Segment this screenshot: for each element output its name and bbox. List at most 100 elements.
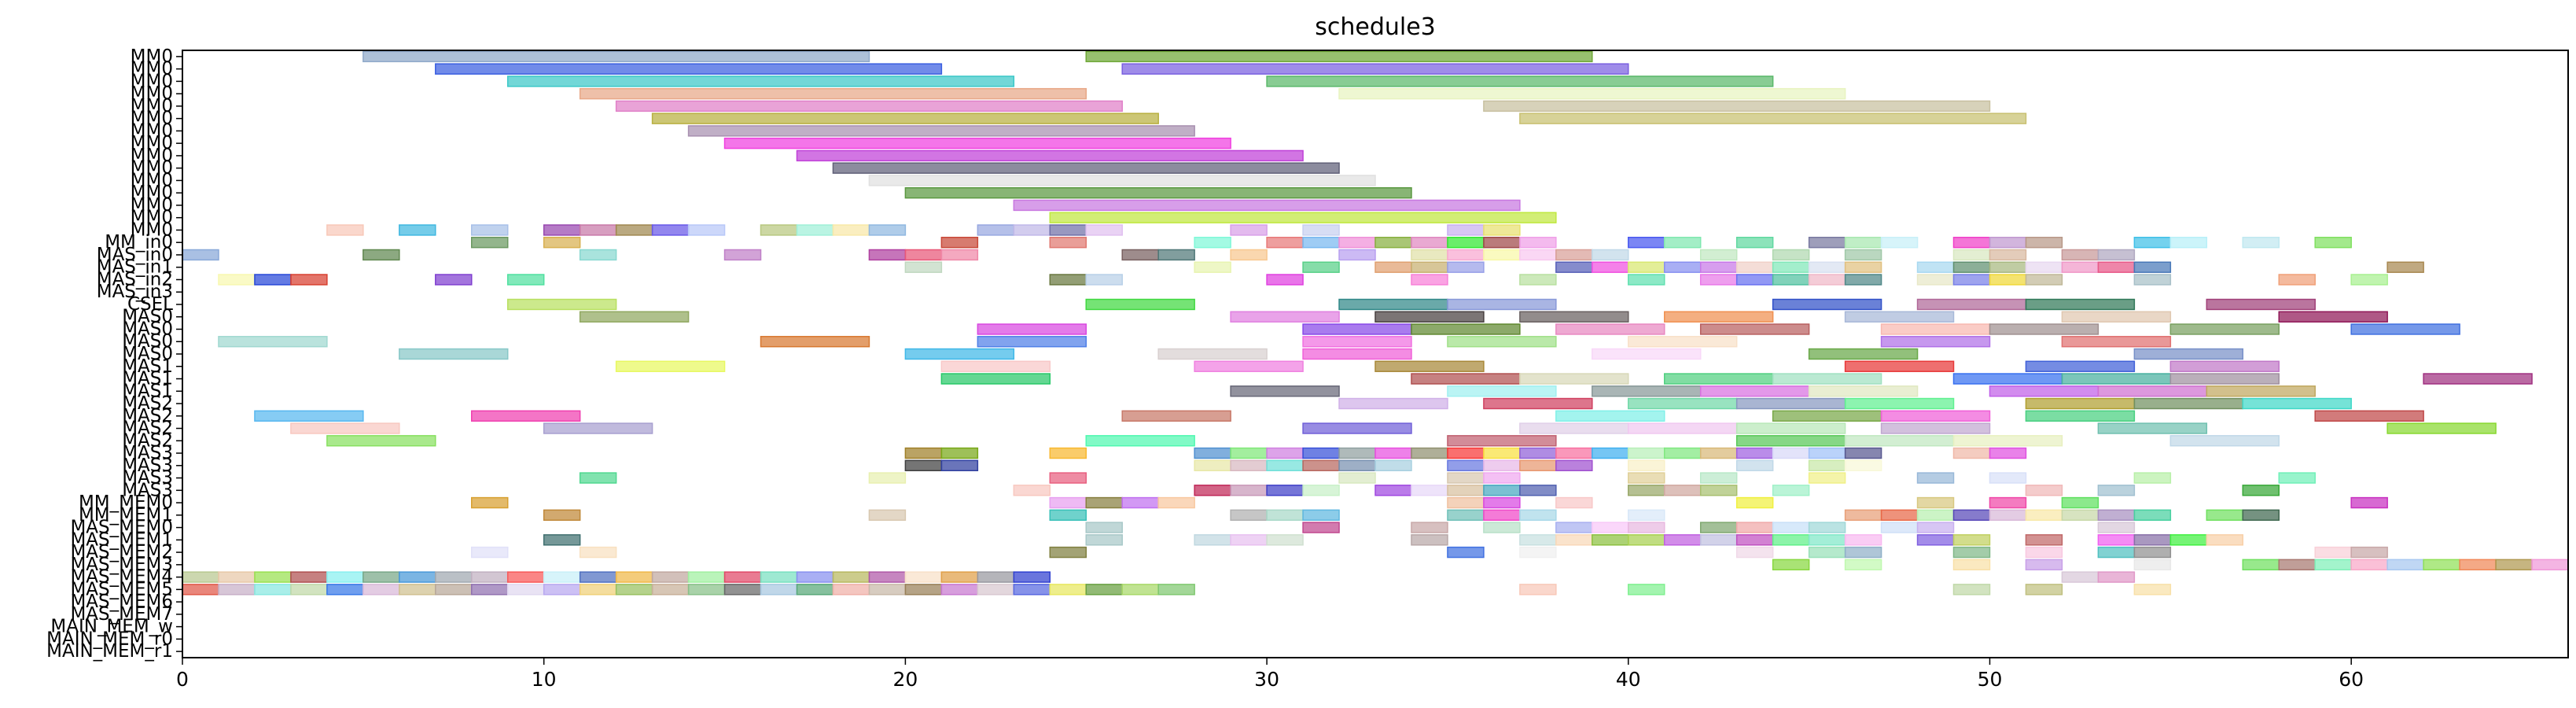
- task-bar: [1555, 534, 1593, 546]
- task-bar: [651, 571, 690, 583]
- task-bar: [1699, 522, 1738, 533]
- x-tick-label: 0: [176, 668, 189, 691]
- task-bar: [1085, 522, 1123, 533]
- task-bar: [2133, 546, 2172, 559]
- y-tick-label: MAS0: [122, 319, 173, 339]
- task-bar: [2350, 559, 2388, 571]
- task-bar: [1664, 485, 1702, 496]
- task-bar: [254, 571, 292, 583]
- task-bar: [579, 249, 617, 261]
- task-bar: [2278, 274, 2316, 286]
- y-tick-label: MAS1: [122, 369, 173, 389]
- task-bar: [1013, 584, 1051, 596]
- task-bar: [1628, 447, 1665, 459]
- task-bar: [760, 584, 798, 596]
- task-bar: [1194, 447, 1231, 459]
- task-bar: [1735, 496, 1774, 509]
- task-bar: [1555, 522, 1593, 533]
- y-tick-label: MAS_in1: [97, 257, 173, 278]
- task-bar: [1808, 522, 1846, 533]
- task-bar: [2061, 311, 2172, 323]
- task-bar: [1049, 496, 1087, 509]
- x-tick-label: 10: [532, 668, 557, 691]
- y-tick-label: MAS2: [122, 419, 173, 439]
- task-bar: [1085, 50, 1593, 63]
- y-tick-label: MAIN_MEM_r1: [46, 641, 173, 662]
- task-bar: [940, 459, 979, 472]
- task-bar: [1699, 261, 1738, 273]
- task-bar: [1844, 236, 1882, 249]
- task-bar: [2169, 360, 2280, 372]
- task-bar: [2025, 559, 2063, 571]
- task-bar: [1483, 485, 1521, 496]
- task-bar: [2350, 546, 2388, 559]
- task-bar: [1447, 385, 1557, 397]
- task-bar: [1266, 459, 1304, 472]
- task-bar: [1592, 385, 1702, 397]
- task-bar: [435, 63, 943, 75]
- y-tick-label: MM0: [131, 133, 173, 153]
- task-bar: [1411, 522, 1448, 533]
- task-bar: [2242, 559, 2280, 571]
- task-bar: [615, 571, 653, 583]
- task-bar: [1952, 249, 1991, 261]
- task-bar: [1519, 485, 1557, 496]
- task-bar: [2061, 571, 2099, 583]
- task-bar: [868, 249, 907, 261]
- task-bar: [1664, 311, 1774, 323]
- task-bar: [2133, 472, 2172, 484]
- task-bar: [1916, 261, 1955, 273]
- task-bar: [543, 422, 653, 434]
- task-bar: [1699, 323, 1810, 335]
- task-bar: [471, 410, 581, 422]
- task-bar: [1121, 410, 1231, 422]
- task-bar: [1808, 261, 1846, 273]
- task-bar: [1772, 522, 1810, 533]
- task-bar: [543, 571, 581, 583]
- task-bar: [1844, 559, 1882, 571]
- task-bar: [543, 534, 581, 546]
- task-bar: [471, 224, 509, 236]
- task-bar: [182, 571, 219, 583]
- task-bar: [218, 571, 256, 583]
- y-tick-label: MAS_MEM4: [70, 567, 173, 588]
- task-bar: [1628, 534, 1665, 546]
- task-bar: [1989, 472, 2027, 484]
- x-tick-label: 60: [2339, 668, 2364, 691]
- task-bar: [1194, 459, 1231, 472]
- task-bar: [1952, 559, 1991, 571]
- task-bar: [1989, 249, 2027, 261]
- task-bar: [1302, 348, 1412, 360]
- y-tick-label: MAIN_MEM_w: [50, 617, 173, 637]
- task-bar: [1338, 472, 1376, 484]
- task-bar: [1519, 422, 1629, 434]
- task-bar: [1989, 274, 2027, 286]
- task-bar: [1808, 348, 1919, 360]
- task-bar: [2206, 534, 2244, 546]
- task-bar: [1049, 472, 1087, 484]
- task-bar: [1664, 534, 1702, 546]
- task-bar: [1266, 509, 1304, 522]
- task-bar: [723, 137, 1231, 149]
- y-tick-label: MAS3: [122, 480, 173, 500]
- task-bar: [1230, 311, 1340, 323]
- task-bar: [832, 224, 870, 236]
- task-bar: [2495, 559, 2533, 571]
- task-bar: [2025, 534, 2063, 546]
- task-bar: [1411, 236, 1448, 249]
- y-tick-label: MAS2: [122, 406, 173, 426]
- task-bar: [1230, 485, 1268, 496]
- task-bar: [579, 87, 1087, 100]
- task-bar: [1989, 385, 2099, 397]
- task-bar: [1989, 323, 2099, 335]
- task-bar: [1338, 447, 1376, 459]
- y-tick-label: CSEL: [127, 294, 173, 315]
- task-bar: [254, 410, 364, 422]
- task-bar: [2061, 373, 2172, 385]
- task-bar: [1374, 360, 1485, 372]
- task-bar: [1121, 496, 1159, 509]
- task-bar: [1374, 447, 1412, 459]
- task-bar: [1483, 397, 1593, 410]
- task-bar: [1411, 323, 1521, 335]
- task-bar: [977, 571, 1015, 583]
